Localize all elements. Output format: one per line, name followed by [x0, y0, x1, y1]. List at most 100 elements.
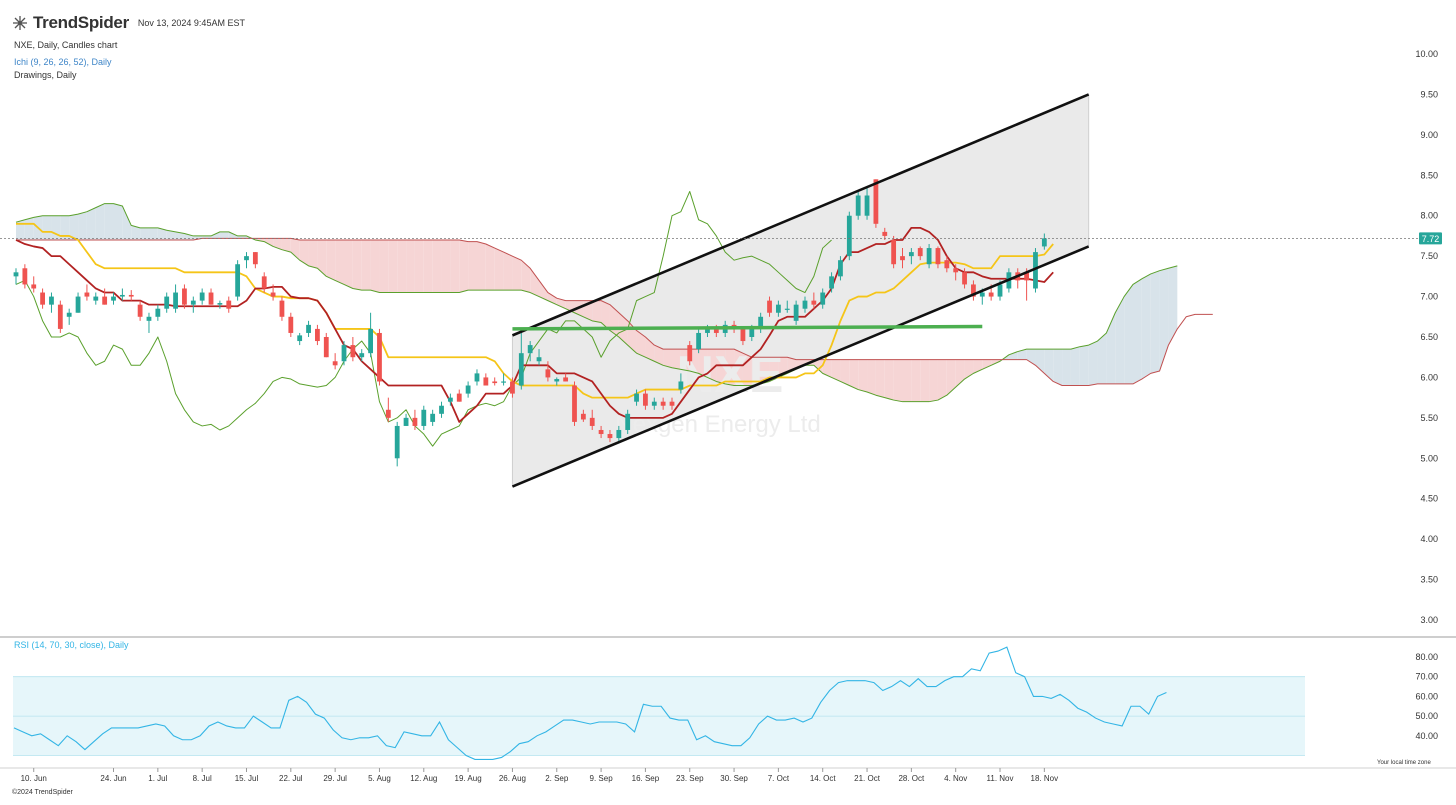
- candle[interactable]: [687, 341, 693, 366]
- candle[interactable]: [261, 272, 267, 293]
- candle[interactable]: [900, 248, 905, 269]
- candle[interactable]: [563, 373, 569, 382]
- candle[interactable]: [1041, 233, 1047, 250]
- candle[interactable]: [829, 272, 834, 293]
- candle[interactable]: [394, 421, 400, 467]
- candle[interactable]: [1033, 248, 1038, 293]
- candle[interactable]: [385, 397, 391, 422]
- timezone-note[interactable]: Your local time zone: [1377, 760, 1431, 766]
- candle[interactable]: [784, 300, 790, 313]
- candle[interactable]: [40, 288, 45, 309]
- channel-lower-line[interactable]: [511, 245, 1090, 488]
- candle[interactable]: [846, 211, 852, 261]
- candle[interactable]: [217, 300, 223, 309]
- candle[interactable]: [297, 332, 303, 346]
- candle[interactable]: [182, 284, 187, 309]
- candle[interactable]: [155, 304, 161, 321]
- candle[interactable]: [678, 373, 684, 394]
- candle[interactable]: [173, 284, 178, 313]
- candle[interactable]: [908, 248, 914, 265]
- candle[interactable]: [767, 296, 772, 317]
- candle[interactable]: [802, 296, 808, 313]
- candle[interactable]: [430, 409, 436, 426]
- senkou-span-a-line[interactable]: [15, 203, 1178, 403]
- candle[interactable]: [944, 256, 950, 273]
- rsi-line[interactable]: [13, 646, 1167, 760]
- channel-upper-line[interactable]: [511, 93, 1090, 337]
- candle[interactable]: [13, 268, 19, 285]
- candle[interactable]: [332, 353, 338, 370]
- candle[interactable]: [616, 425, 622, 443]
- candle[interactable]: [607, 429, 613, 443]
- candle[interactable]: [864, 187, 870, 220]
- candle[interactable]: [873, 179, 879, 228]
- candle[interactable]: [793, 300, 799, 325]
- candle[interactable]: [545, 361, 551, 382]
- candle[interactable]: [456, 389, 462, 402]
- candle[interactable]: [93, 292, 99, 305]
- candle[interactable]: [75, 292, 81, 313]
- candle[interactable]: [350, 337, 356, 362]
- candle[interactable]: [580, 409, 586, 422]
- candle[interactable]: [465, 381, 471, 398]
- candle[interactable]: [554, 377, 560, 386]
- candle[interactable]: [598, 425, 604, 439]
- candle[interactable]: [235, 260, 241, 301]
- candle[interactable]: [891, 235, 897, 269]
- candle[interactable]: [84, 284, 90, 301]
- candle[interactable]: [377, 328, 382, 386]
- candle[interactable]: [270, 284, 276, 301]
- candle[interactable]: [341, 341, 347, 366]
- candle[interactable]: [510, 377, 515, 398]
- candle[interactable]: [359, 349, 365, 362]
- candle[interactable]: [696, 328, 702, 354]
- candle[interactable]: [226, 296, 232, 313]
- candle[interactable]: [527, 341, 533, 362]
- candle[interactable]: [22, 264, 28, 289]
- candle[interactable]: [421, 405, 427, 430]
- chikou-span-line[interactable]: [15, 190, 832, 447]
- candle[interactable]: [447, 393, 453, 406]
- candle[interactable]: [926, 244, 932, 269]
- indicator-drawings[interactable]: Drawings, Daily: [14, 70, 77, 80]
- candle[interactable]: [660, 397, 666, 410]
- candle[interactable]: [811, 292, 817, 309]
- candle[interactable]: [102, 288, 108, 305]
- candle[interactable]: [306, 320, 311, 337]
- indicator-ichimoku[interactable]: Ichi (9, 26, 26, 52), Daily: [14, 57, 112, 67]
- candle[interactable]: [57, 300, 63, 333]
- candle[interactable]: [190, 296, 196, 313]
- candle[interactable]: [917, 246, 923, 261]
- candle[interactable]: [962, 268, 967, 289]
- candle[interactable]: [315, 324, 320, 346]
- candle[interactable]: [740, 327, 746, 346]
- candle[interactable]: [252, 252, 258, 269]
- candle[interactable]: [31, 276, 37, 293]
- candle[interactable]: [820, 288, 826, 309]
- candle[interactable]: [279, 296, 285, 321]
- candle[interactable]: [111, 292, 116, 305]
- candle[interactable]: [128, 290, 134, 301]
- senkou-span-b-line[interactable]: [16, 237, 1213, 387]
- candle[interactable]: [119, 288, 125, 301]
- candle[interactable]: [935, 246, 941, 269]
- candle[interactable]: [758, 312, 764, 333]
- candle[interactable]: [208, 288, 214, 305]
- candle[interactable]: [572, 381, 577, 426]
- horizontal-support-line[interactable]: [512, 324, 983, 331]
- candle[interactable]: [625, 409, 631, 435]
- candle[interactable]: [518, 332, 524, 390]
- candle[interactable]: [412, 409, 418, 430]
- candle[interactable]: [775, 300, 781, 317]
- candle[interactable]: [483, 373, 489, 386]
- candle[interactable]: [882, 227, 888, 240]
- candle[interactable]: [137, 300, 143, 321]
- candle[interactable]: [403, 413, 409, 426]
- candle[interactable]: [492, 377, 498, 386]
- candle[interactable]: [634, 389, 639, 406]
- candle[interactable]: [49, 292, 54, 313]
- candle[interactable]: [323, 332, 329, 358]
- candle[interactable]: [368, 312, 373, 358]
- candle[interactable]: [439, 401, 444, 418]
